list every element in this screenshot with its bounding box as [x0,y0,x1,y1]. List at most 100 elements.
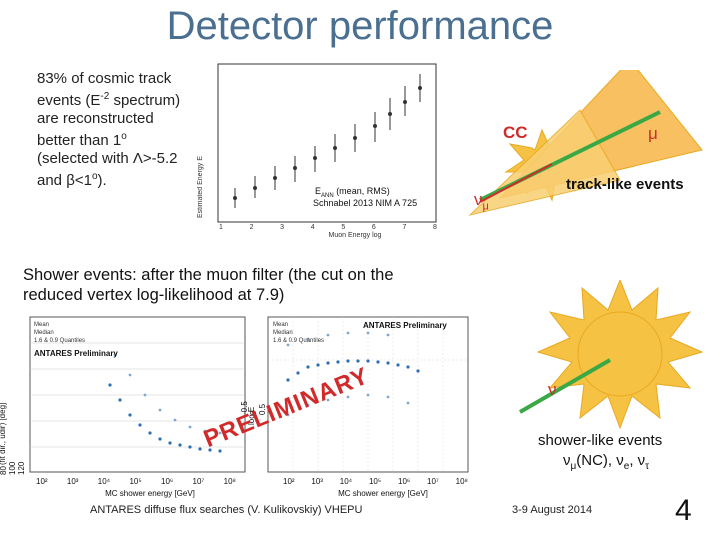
track-diagram [468,70,703,216]
ytick: 0 [249,410,258,415]
annotation-e: E [315,186,322,196]
legend-mean: Mean [273,322,289,328]
muon-plot-annotation: EANN (mean, RMS) [315,186,390,199]
nu-mu-sub: μ [482,200,489,213]
energy-plot-legend: Mean Median 1.6 & 0.9 Quantiles [273,321,324,345]
angular-resolution-plot: Mean Median 1.6 & 0.9 Quantiles ANTARES … [0,315,250,505]
cosmic-line-6b: ). [97,172,107,189]
muon-xtick: 6 [371,224,376,231]
muon-xtick: 1 [219,224,223,231]
muon-xtick: 7 [402,224,407,231]
flavour-nc-nu-e: (NC), ν [576,452,624,469]
energy-plot-points [286,359,420,382]
flavour-tau-sub: τ [645,461,650,472]
xtick: 10⁷ [192,477,205,486]
shower-line-1: Shower events: after the muon filter (th… [23,266,394,284]
angular-plot-legend: Mean Median 1.6 & 0.9 Quantiles [34,321,85,345]
xtick: 10⁵ [129,477,142,486]
muon-xtick: 4 [310,224,315,231]
shower-like-flavours: νμ(NC), νe, ντ [563,452,649,472]
legend-median: Median [34,330,54,336]
angular-plot-grid [30,342,245,448]
flavour-nu-mu: ν [563,452,571,469]
cosmic-line-2: events (E [37,92,101,109]
muon-xtick: 8 [433,224,437,231]
nu-mu-glyph: ν [474,190,483,209]
muon-plot-points [233,74,422,208]
track-line-red [479,163,553,203]
muon-plot-ylabel: Estimated Energy E [197,156,204,218]
cosmic-line-2b: spectrum) [109,92,181,109]
ytick: 80 [0,466,8,475]
cc-label: CC [503,123,528,142]
legend-mean: Mean [34,322,50,328]
cosmic-sup-3: o [91,171,98,182]
cosmic-sup-1: -2 [100,91,110,102]
xtick: 10⁶ [161,477,174,486]
energy-plot-tag: ANTARES Preliminary [363,321,447,330]
muon-energy-plot-svg [217,63,437,223]
cosmic-line-5: (selected with Λ>-5.2 [37,150,178,167]
cosmic-sup-2: o [121,131,127,142]
shower-nu-line [518,358,612,414]
shower-sun-icon [536,280,704,430]
shower-nu-label: ν [548,380,557,399]
angular-plot-tag: ANTARES Preliminary [34,349,118,358]
ytick: 0.5 [258,403,267,415]
legend-quantiles: 1.6 & 0.9 Quantiles [273,338,325,344]
shower-like-label: shower-like events [538,432,663,449]
cosmic-track-text: 83% of cosmic track events (E-2 spectrum… [37,70,212,190]
xtick: 10⁷ [427,477,439,486]
angular-plot-xlabel: MC shower energy [GeV] [105,489,195,498]
muon-xtick: 5 [341,224,346,231]
angular-plot-points-2 [113,353,222,435]
footer-date: 3-9 August 2014 [512,504,593,516]
cosmic-line-1: 83% of cosmic track [37,70,172,87]
xtick: 10⁸ [455,477,468,486]
flavour-mu-sub: μ [570,461,577,472]
flavour-e-sub: e [623,461,630,472]
muon-energy-plot: Estimated Energy E 1 2 3 4 5 6 7 8 Muon … [195,58,440,242]
angular-plot-yticks: 120 100 80 60 40 20 0 [0,315,26,475]
cosmic-line-6: and β<1 [37,172,92,189]
xtick: 10⁸ [223,477,236,486]
muon-plot-frame [217,63,437,223]
cosmic-line-3: are reconstructed [37,110,154,127]
slide-title: Detector performance [166,4,554,48]
xtick: 10⁵ [368,477,382,486]
ytick: -0.5 [240,401,249,415]
page-number: 4 [675,494,692,527]
energy-plot-xlabel: MC shower energy [GeV] [338,489,428,498]
angular-plot-points [108,383,222,453]
xtick: 10² [283,477,295,486]
shower-events-text: Shower events: after the muon filter (th… [23,265,443,305]
xtick: 10³ [66,477,79,486]
shower-diagram [518,280,704,430]
muon-xtick: 2 [249,224,254,231]
nu-mu-label: νμ [474,190,489,212]
xtick: 10⁴ [97,477,111,486]
mu-label: μ [648,124,658,143]
energy-plot-yticks: 0.5 0 -0.5 [240,315,267,415]
energy-plot-svg [267,316,469,473]
energy-resolution-plot: Mean Median 1.6 & 0.9 Quantiles ANTARES … [240,315,473,505]
shower-line-2: reduced vertex log-likelihood at 7.9) [23,286,285,304]
xtick: 10² [36,477,48,486]
cosmic-line-4: better than 1 [37,132,122,149]
legend-quantiles: 1.6 & 0.9 Quantiles [34,338,86,344]
angular-plot-svg [29,316,246,473]
annotation-mean-rms: (mean, RMS) [333,186,390,196]
muon-plot-xlabel: Muon Energy log [328,232,382,239]
angular-plot-xticks: 10² 10³ 10⁴ 10⁵ 10⁶ 10⁷ 10⁸ [36,477,236,486]
xtick: 10⁴ [339,477,353,486]
energy-plot-xticks: 10² 10³ 10⁴ 10⁵ 10⁶ 10⁷ 10⁸ [283,477,468,486]
legend-median: Median [273,330,293,336]
ytick: 100 [8,461,17,475]
muon-plot-citation: Schnabel 2013 NIM A 725 [313,198,418,208]
annotation-ann: ANN [321,192,334,199]
track-like-label: track-like events [566,176,684,193]
energy-plot-quantiles [286,331,410,417]
xtick: 10⁶ [398,477,411,486]
ytick: 120 [17,461,26,475]
footer-citation: ANTARES diffuse flux searches (V. Kuliko… [90,504,363,516]
